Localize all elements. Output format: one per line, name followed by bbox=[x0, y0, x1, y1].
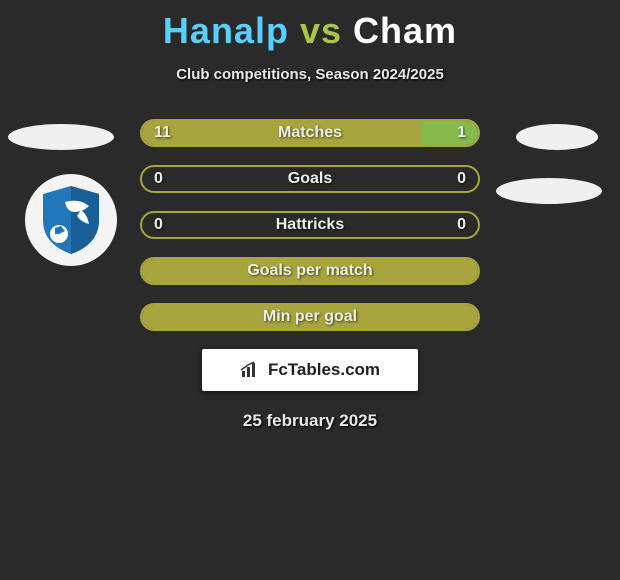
stat-label: Min per goal bbox=[142, 305, 478, 329]
logo-text: FcTables.com bbox=[268, 360, 380, 380]
player1-name: Hanalp bbox=[163, 10, 289, 51]
stat-row: Hattricks0 0 bbox=[140, 211, 480, 239]
stat-value-left: 0 bbox=[154, 213, 163, 237]
decor-ellipse bbox=[8, 124, 114, 150]
stat-row: Goals0 0 bbox=[140, 165, 480, 193]
stat-row: Matches111 bbox=[140, 119, 480, 147]
date-label: 25 february 2025 bbox=[0, 411, 620, 431]
decor-ellipse bbox=[516, 124, 598, 150]
stat-label: Goals bbox=[142, 167, 478, 191]
chart-icon bbox=[240, 361, 262, 379]
stat-label: Hattricks bbox=[142, 213, 478, 237]
club-badge bbox=[25, 174, 117, 266]
page-title: Hanalp vs Cham bbox=[0, 0, 620, 52]
shield-icon bbox=[37, 184, 105, 256]
decor-ellipse bbox=[496, 178, 602, 204]
stat-value-right: 0 bbox=[457, 167, 466, 191]
stat-row: Min per goal bbox=[140, 303, 480, 331]
stat-value-right: 0 bbox=[457, 213, 466, 237]
source-logo[interactable]: FcTables.com bbox=[202, 349, 418, 391]
stat-label: Matches bbox=[142, 121, 478, 145]
stat-value-right: 1 bbox=[457, 121, 466, 145]
vs-label: vs bbox=[300, 10, 342, 51]
stat-value-left: 0 bbox=[154, 167, 163, 191]
player2-name: Cham bbox=[353, 10, 457, 51]
stat-label: Goals per match bbox=[142, 259, 478, 283]
subtitle: Club competitions, Season 2024/2025 bbox=[0, 66, 620, 83]
stat-row: Goals per match bbox=[140, 257, 480, 285]
stat-value-left: 11 bbox=[154, 121, 171, 145]
